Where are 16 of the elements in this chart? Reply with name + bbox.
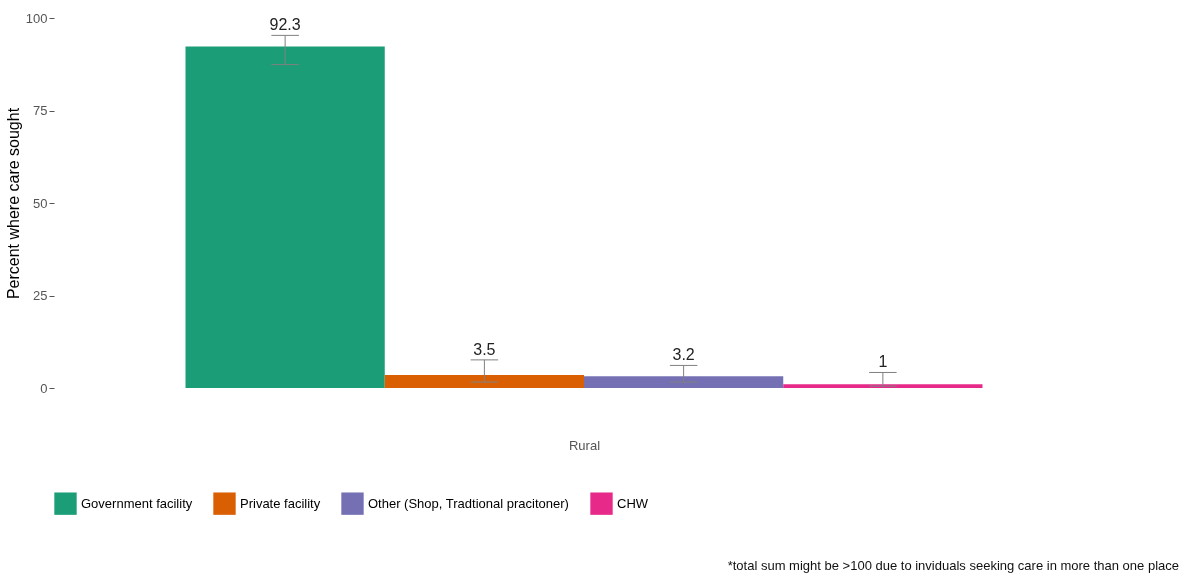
y-tick-label: 75 bbox=[33, 103, 48, 118]
y-tick-label: 50 bbox=[33, 195, 48, 211]
legend-label: Other (Shop, Tradtional pracitoner) bbox=[368, 495, 569, 511]
data-label: 3.5 bbox=[473, 340, 496, 358]
legend-label: CHW bbox=[617, 495, 649, 511]
y-tick-label: 100 bbox=[25, 10, 48, 26]
y-tick-label: 25 bbox=[33, 288, 48, 303]
data-label: 1 bbox=[878, 353, 888, 371]
legend-label: Private facility bbox=[240, 495, 321, 511]
y-axis-title: Percent where care sought bbox=[4, 107, 22, 300]
y-tick-label: 0 bbox=[40, 380, 48, 396]
data-label: 3.2 bbox=[672, 346, 695, 364]
data-label: 92.3 bbox=[269, 16, 301, 34]
legend-label: Government facility bbox=[81, 495, 193, 511]
text: *total sum might be >100 due to inviduals seeking care in more than one place bbox=[727, 558, 1179, 573]
x-axis-title: Rural bbox=[568, 437, 601, 453]
